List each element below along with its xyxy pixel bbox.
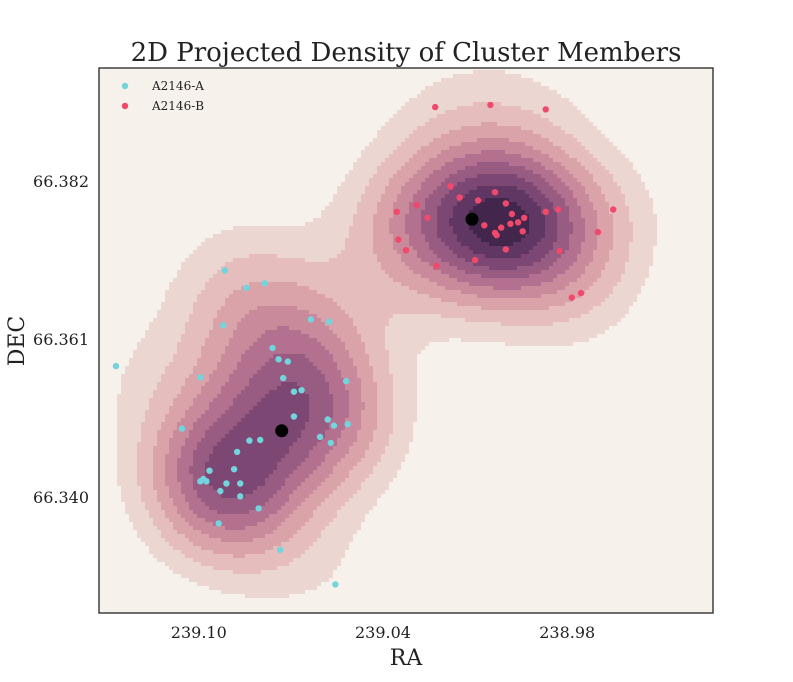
point-b — [447, 183, 454, 190]
density-level-9 — [469, 198, 529, 246]
point-a — [298, 387, 305, 394]
point-b — [521, 214, 528, 221]
point-a — [217, 487, 224, 495]
point-a — [197, 374, 204, 381]
point-a — [290, 413, 298, 420]
axis-ticks: 239.10 239.04 238.98 66.340 66.361 66.382 — [33, 172, 595, 642]
point-b — [424, 214, 431, 221]
point-a — [246, 437, 253, 444]
point-b — [508, 210, 516, 218]
point-a — [178, 425, 186, 432]
point-a — [290, 388, 298, 395]
point-b — [610, 206, 617, 213]
point-b — [542, 106, 549, 113]
point-a — [307, 316, 314, 323]
y-tick-label: 66.340 — [33, 488, 89, 507]
point-a — [344, 420, 351, 428]
point-b — [594, 228, 602, 236]
point-b — [556, 247, 563, 255]
point-a — [316, 433, 324, 441]
x-tick-label: 239.04 — [355, 623, 411, 642]
point-b — [507, 220, 514, 227]
point-a — [255, 505, 262, 512]
legend: A2146-A A2146-B — [121, 79, 204, 113]
x-axis-label: RA — [390, 646, 424, 671]
legend-marker — [121, 82, 129, 90]
point-b — [568, 294, 575, 301]
point-b — [542, 208, 549, 215]
point-a — [237, 480, 244, 487]
scatter-points — [112, 101, 617, 588]
point-a — [112, 362, 120, 370]
point-b — [554, 206, 562, 213]
point-b — [498, 224, 505, 231]
y-tick-label: 66.361 — [33, 330, 89, 349]
point-b — [502, 200, 509, 207]
point-b — [474, 197, 482, 204]
point-b — [491, 189, 499, 196]
point-a — [276, 546, 284, 553]
point-b — [456, 194, 463, 201]
x-tick-label: 239.10 — [171, 623, 227, 642]
point-b — [502, 246, 509, 253]
point-b — [519, 228, 526, 235]
point-b — [393, 208, 400, 215]
point-a — [330, 422, 338, 429]
point-a — [269, 344, 276, 352]
point-a — [326, 318, 333, 325]
point-a — [237, 493, 244, 500]
cluster-center-b — [465, 212, 479, 226]
legend-label: A2146-B — [151, 99, 204, 113]
point-b — [433, 262, 440, 270]
y-tick-label: 66.382 — [33, 172, 89, 191]
point-a — [284, 358, 291, 365]
point-a — [233, 448, 241, 456]
point-a — [280, 374, 287, 382]
point-a — [261, 280, 268, 287]
point-a — [221, 267, 229, 274]
point-b — [395, 236, 402, 243]
point-a — [223, 480, 230, 487]
chart-title: 2D Projected Density of Cluster Members — [131, 38, 682, 68]
point-a — [327, 439, 334, 447]
point-a — [230, 466, 238, 473]
legend-marker — [121, 102, 129, 110]
point-b — [402, 247, 410, 254]
point-a — [332, 581, 339, 588]
point-a — [220, 322, 227, 329]
point-a — [203, 478, 210, 485]
point-b — [471, 256, 479, 264]
x-tick-label: 238.98 — [539, 623, 595, 642]
point-a — [342, 377, 350, 385]
y-axis-label: DEC — [5, 316, 30, 367]
point-b — [514, 219, 522, 226]
point-b — [577, 289, 585, 297]
point-a — [324, 416, 331, 423]
point-b — [481, 222, 488, 229]
point-b — [487, 101, 494, 109]
point-a — [206, 467, 213, 474]
density-contours — [117, 70, 657, 598]
point-a — [257, 436, 264, 444]
point-b — [432, 103, 439, 111]
legend-label: A2146-A — [151, 79, 204, 93]
point-a — [197, 478, 204, 485]
point-b — [493, 231, 500, 239]
plot-frame — [98, 67, 714, 614]
point-a — [275, 356, 282, 363]
cluster-center-a — [275, 424, 289, 438]
point-a — [215, 520, 222, 527]
point-b — [413, 201, 420, 209]
point-a — [243, 284, 250, 291]
